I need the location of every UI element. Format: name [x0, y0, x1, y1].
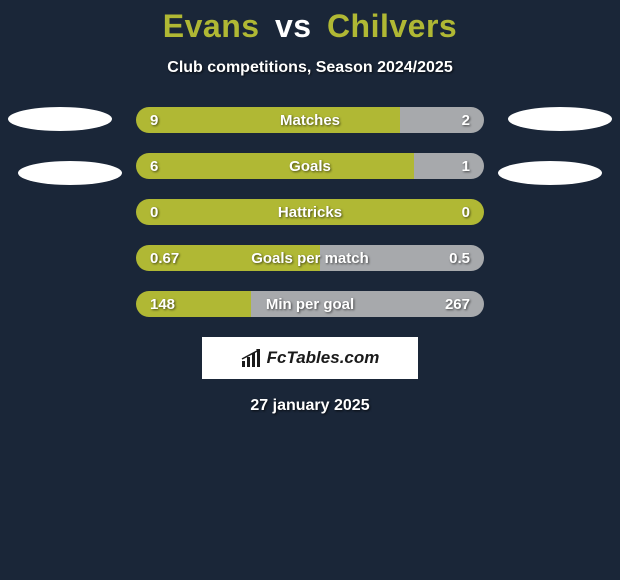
stat-bar: 0.670.5Goals per match: [136, 245, 484, 271]
comparison-bars: 92Matches 61Goals 00Hattricks 0.670.5Goals …: [136, 107, 484, 317]
brand-text: FcTables.com: [267, 348, 380, 368]
stat-bar-right: [251, 291, 484, 317]
stat-bar-left: [136, 107, 400, 133]
page-title: Evans vs Chilvers: [0, 0, 620, 45]
player1-name: Evans: [163, 8, 260, 44]
stat-bar-right: [414, 153, 484, 179]
stat-bar-left: [136, 291, 251, 317]
stats-area: 92Matches 61Goals 00Hattricks 0.670.5Goals …: [0, 107, 620, 317]
stat-bar: 92Matches: [136, 107, 484, 133]
player1-photo-placeholder: [18, 161, 122, 185]
player2-photo-placeholder: [498, 161, 602, 185]
stat-bar-left: [136, 245, 320, 271]
stat-bar: 61Goals: [136, 153, 484, 179]
stat-bar: 148267Min per goal: [136, 291, 484, 317]
vs-label: vs: [275, 8, 312, 44]
stat-bar-right: [320, 245, 484, 271]
player2-name: Chilvers: [327, 8, 457, 44]
brand-box: FcTables.com: [202, 337, 418, 379]
stat-bar-right: [400, 107, 484, 133]
date-label: 27 january 2025: [0, 397, 620, 415]
stat-bar: 00Hattricks: [136, 199, 484, 225]
player2-photo-placeholder: [508, 107, 612, 131]
player1-photo-placeholder: [8, 107, 112, 131]
subtitle: Club competitions, Season 2024/2025: [0, 59, 620, 77]
stat-bar-left: [136, 199, 484, 225]
bars-icon: [241, 349, 263, 367]
stat-bar-left: [136, 153, 414, 179]
